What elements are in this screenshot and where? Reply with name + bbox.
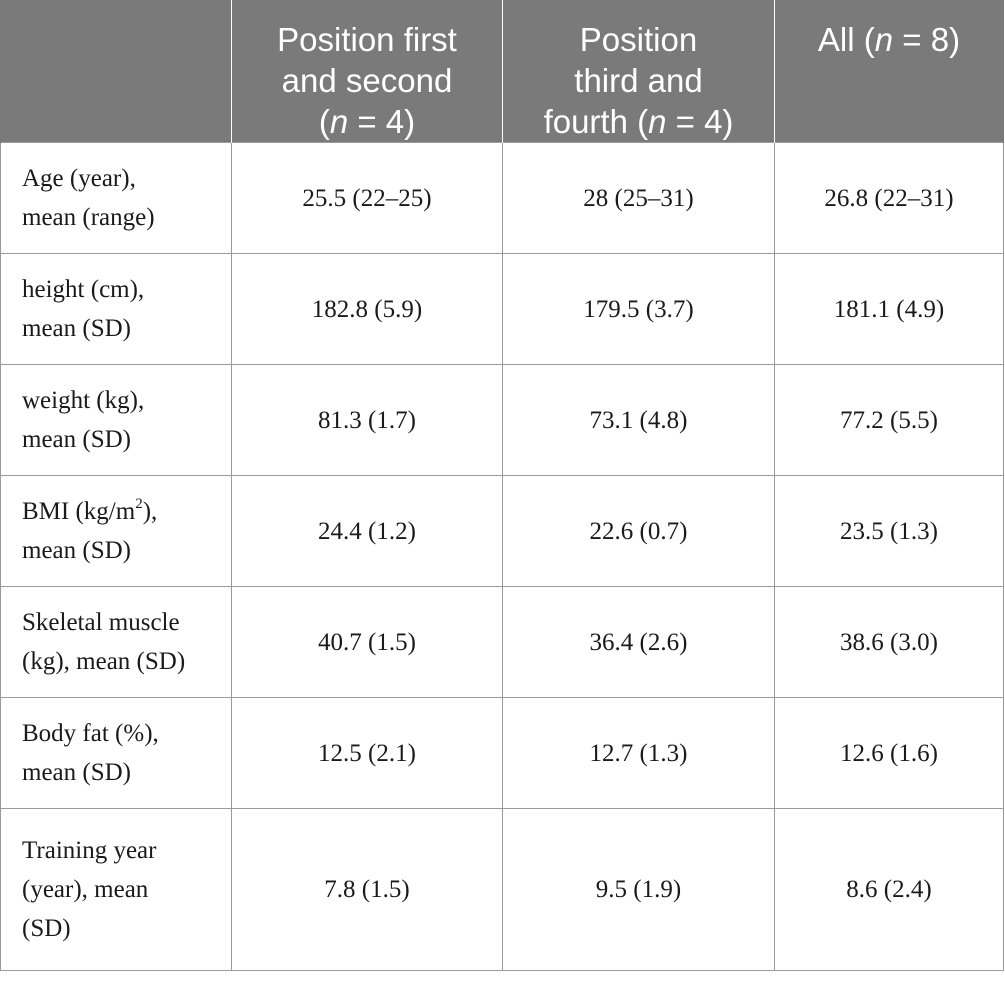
cell-position-first-second: 24.4 (1.2): [231, 475, 503, 587]
cell-all: 26.8 (22–31): [774, 142, 1004, 254]
row-label: Training year (year), mean (SD): [0, 808, 232, 971]
cell-position-first-second: 12.5 (2.1): [231, 697, 503, 809]
row-label: height (cm), mean (SD): [0, 253, 232, 365]
table-row-skeletal-muscle: Skeletal muscle (kg), mean (SD) 40.7 (1.5…: [0, 586, 1004, 698]
characteristics-table: Position first and second (n = 4) Position…: [0, 0, 1004, 971]
row-label: Body fat (%), mean (SD): [0, 697, 232, 809]
row-label: weight (kg), mean (SD): [0, 364, 232, 476]
cell-all: 8.6 (2.4): [774, 808, 1004, 971]
header-position-third-fourth: Position third and fourth (n = 4): [502, 0, 775, 143]
cell-position-first-second: 40.7 (1.5): [231, 586, 503, 698]
cell-all: 77.2 (5.5): [774, 364, 1004, 476]
cell-position-first-second: 81.3 (1.7): [231, 364, 503, 476]
table-row-age: Age (year), mean (range) 25.5 (22–25) 28 …: [0, 142, 1004, 254]
cell-position-third-fourth: 179.5 (3.7): [502, 253, 775, 365]
cell-position-third-fourth: 28 (25–31): [502, 142, 775, 254]
table-body: Age (year), mean (range) 25.5 (22–25) 28 …: [0, 142, 1004, 971]
table-row-height: height (cm), mean (SD) 182.8 (5.9) 179.5 …: [0, 253, 1004, 365]
row-label: BMI (kg/m2), mean (SD): [0, 475, 232, 587]
cell-position-first-second: 182.8 (5.9): [231, 253, 503, 365]
table-header: Position first and second (n = 4) Position…: [0, 0, 1004, 143]
cell-position-third-fourth: 36.4 (2.6): [502, 586, 775, 698]
cell-all: 12.6 (1.6): [774, 697, 1004, 809]
cell-position-third-fourth: 73.1 (4.8): [502, 364, 775, 476]
table-row-weight: weight (kg), mean (SD) 81.3 (1.7) 73.1 (4…: [0, 364, 1004, 476]
cell-position-third-fourth: 9.5 (1.9): [502, 808, 775, 971]
header-empty-cell: [0, 0, 232, 143]
header-all: All (n = 8): [774, 0, 1004, 143]
cell-all: 181.1 (4.9): [774, 253, 1004, 365]
cell-all: 38.6 (3.0): [774, 586, 1004, 698]
header-row: Position first and second (n = 4) Position…: [0, 0, 1004, 143]
row-label: Age (year), mean (range): [0, 142, 232, 254]
cell-all: 23.5 (1.3): [774, 475, 1004, 587]
table-row-bmi: BMI (kg/m2), mean (SD) 24.4 (1.2) 22.6 (0…: [0, 475, 1004, 587]
row-label: Skeletal muscle (kg), mean (SD): [0, 586, 232, 698]
header-position-first-second: Position first and second (n = 4): [231, 0, 503, 143]
cell-position-third-fourth: 12.7 (1.3): [502, 697, 775, 809]
table-row-body-fat: Body fat (%), mean (SD) 12.5 (2.1) 12.7 (…: [0, 697, 1004, 809]
table-row-training-year: Training year (year), mean (SD) 7.8 (1.5) …: [0, 808, 1004, 971]
cell-position-first-second: 25.5 (22–25): [231, 142, 503, 254]
cell-position-first-second: 7.8 (1.5): [231, 808, 503, 971]
cell-position-third-fourth: 22.6 (0.7): [502, 475, 775, 587]
